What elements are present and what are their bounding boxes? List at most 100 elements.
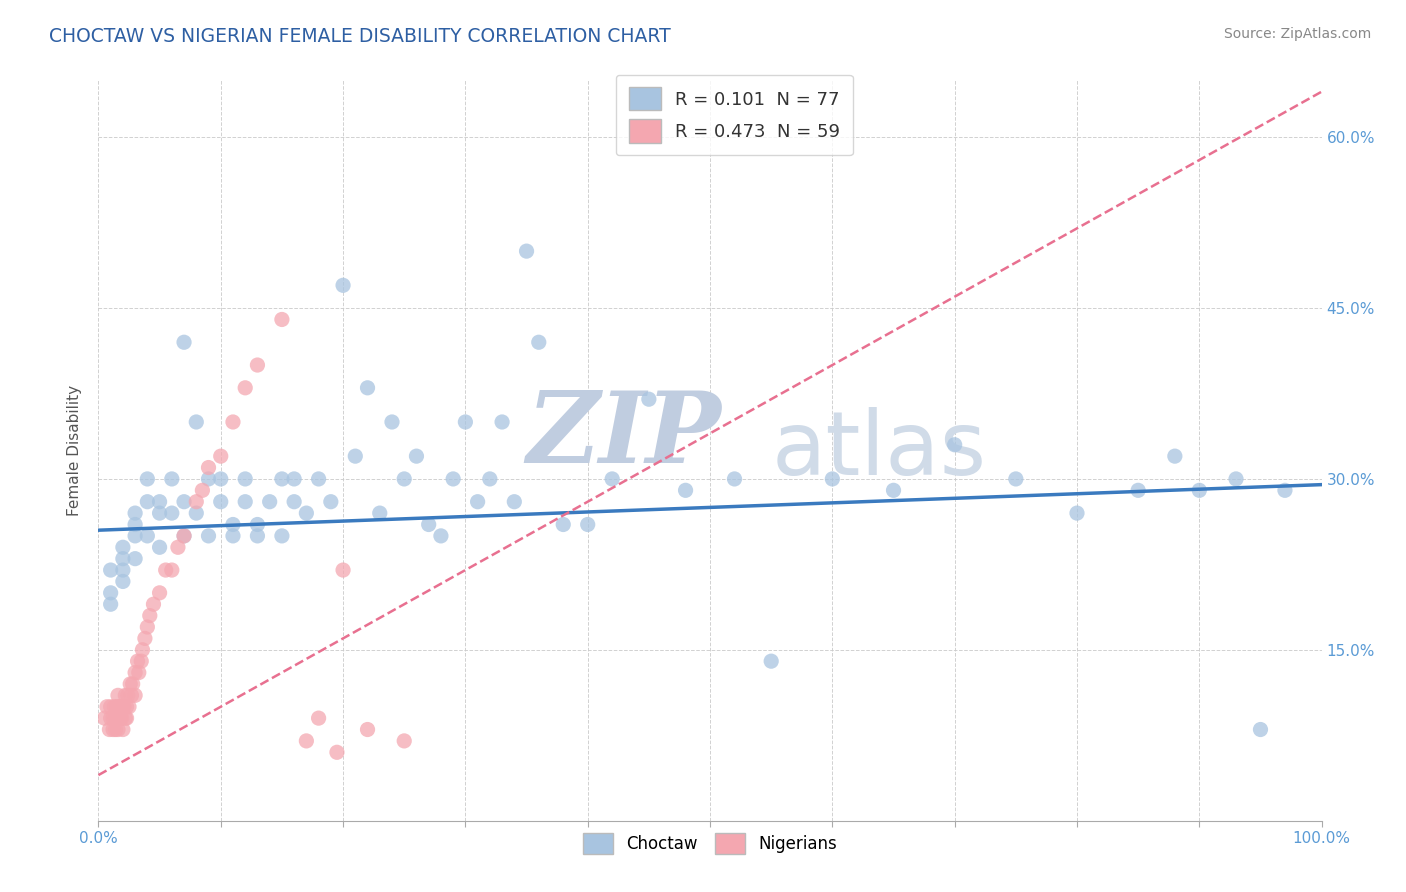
- Point: [356, 381, 378, 395]
- Point: [142, 597, 165, 611]
- Text: Source: ZipAtlas.com: Source: ZipAtlas.com: [1223, 27, 1371, 41]
- Point: [392, 734, 416, 748]
- Point: [222, 529, 245, 543]
- Point: [637, 392, 661, 407]
- Point: [127, 654, 149, 668]
- Point: [454, 415, 477, 429]
- Point: [943, 438, 966, 452]
- Point: [120, 689, 142, 703]
- Point: [124, 529, 146, 543]
- Point: [149, 506, 172, 520]
- Point: [149, 494, 172, 508]
- Point: [356, 723, 378, 737]
- Point: [100, 699, 122, 714]
- Point: [104, 711, 127, 725]
- Point: [160, 563, 183, 577]
- Point: [186, 494, 208, 508]
- Point: [111, 551, 134, 566]
- Point: [124, 506, 146, 520]
- Point: [553, 517, 575, 532]
- Point: [197, 460, 219, 475]
- Point: [131, 642, 153, 657]
- Point: [467, 494, 489, 508]
- Point: [368, 506, 391, 520]
- Point: [527, 335, 550, 350]
- Point: [186, 415, 208, 429]
- Point: [600, 472, 623, 486]
- Point: [93, 711, 115, 725]
- Point: [110, 711, 132, 725]
- Point: [1164, 449, 1187, 463]
- Point: [117, 689, 139, 703]
- Point: [111, 699, 134, 714]
- Text: atlas: atlas: [772, 407, 987, 494]
- Point: [136, 494, 159, 508]
- Point: [821, 472, 844, 486]
- Point: [120, 677, 142, 691]
- Point: [1128, 483, 1150, 498]
- Point: [246, 517, 269, 532]
- Point: [197, 472, 219, 486]
- Point: [104, 723, 127, 737]
- Point: [209, 472, 232, 486]
- Point: [326, 745, 349, 759]
- Point: [209, 449, 232, 463]
- Point: [100, 563, 122, 577]
- Point: [155, 563, 177, 577]
- Point: [259, 494, 281, 508]
- Point: [100, 586, 122, 600]
- Point: [1004, 472, 1026, 486]
- Point: [246, 358, 269, 372]
- Point: [270, 312, 294, 326]
- Point: [124, 689, 146, 703]
- Point: [149, 541, 172, 555]
- Text: CHOCTAW VS NIGERIAN FEMALE DISABILITY CORRELATION CHART: CHOCTAW VS NIGERIAN FEMALE DISABILITY CO…: [49, 27, 671, 45]
- Point: [222, 415, 245, 429]
- Point: [295, 506, 318, 520]
- Point: [173, 529, 195, 543]
- Point: [233, 472, 256, 486]
- Point: [246, 529, 269, 543]
- Point: [1066, 506, 1088, 520]
- Point: [283, 494, 305, 508]
- Point: [283, 472, 305, 486]
- Point: [191, 483, 214, 498]
- Point: [1188, 483, 1211, 498]
- Y-axis label: Female Disability: Female Disability: [67, 384, 83, 516]
- Point: [111, 574, 134, 589]
- Point: [111, 563, 134, 577]
- Point: [392, 472, 416, 486]
- Point: [114, 711, 136, 725]
- Point: [111, 723, 134, 737]
- Point: [160, 506, 183, 520]
- Point: [478, 472, 501, 486]
- Point: [100, 597, 122, 611]
- Point: [129, 654, 152, 668]
- Point: [115, 699, 138, 714]
- Point: [233, 494, 256, 508]
- Point: [107, 689, 129, 703]
- Point: [883, 483, 905, 498]
- Point: [1274, 483, 1296, 498]
- Point: [173, 529, 195, 543]
- Point: [110, 699, 132, 714]
- Point: [136, 529, 159, 543]
- Point: [115, 711, 138, 725]
- Point: [108, 699, 131, 714]
- Legend: Choctaw, Nigerians: Choctaw, Nigerians: [576, 827, 844, 861]
- Point: [136, 620, 159, 634]
- Point: [101, 711, 124, 725]
- Point: [270, 472, 294, 486]
- Point: [295, 734, 318, 748]
- Point: [103, 699, 125, 714]
- Point: [98, 723, 121, 737]
- Point: [270, 529, 294, 543]
- Point: [149, 586, 172, 600]
- Point: [418, 517, 440, 532]
- Point: [675, 483, 697, 498]
- Point: [96, 699, 118, 714]
- Point: [100, 711, 122, 725]
- Point: [381, 415, 404, 429]
- Point: [332, 278, 354, 293]
- Point: [160, 472, 183, 486]
